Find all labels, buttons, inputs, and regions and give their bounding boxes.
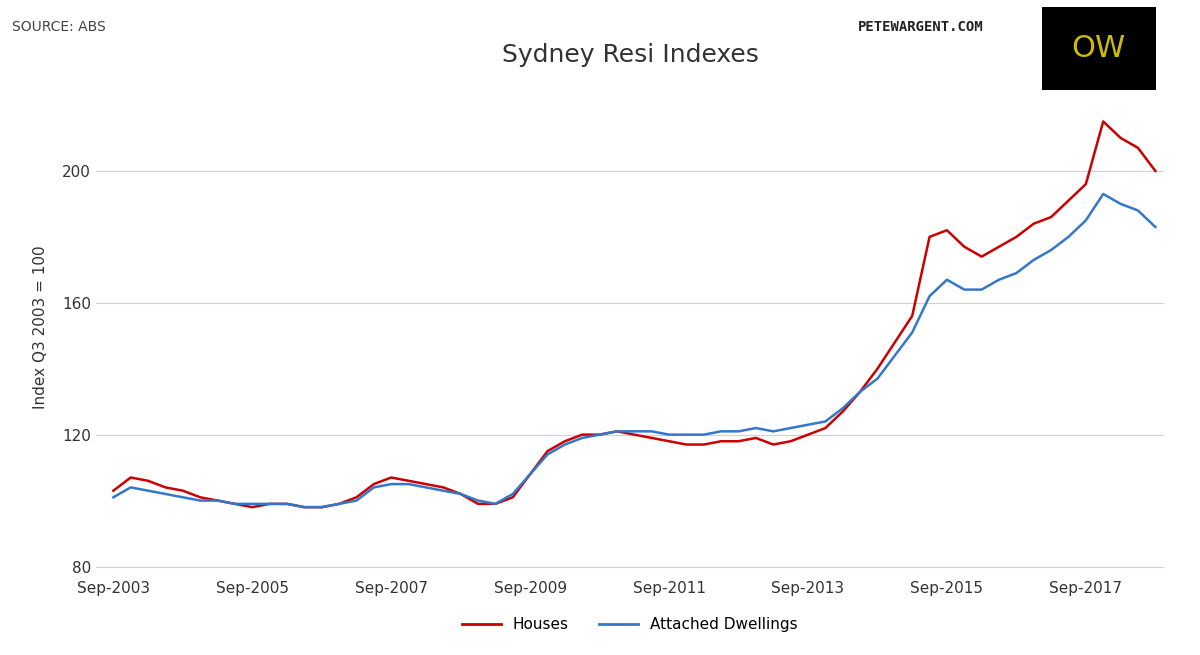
Text: PETEWARGENT.COM: PETEWARGENT.COM [858, 20, 984, 33]
Text: SOURCE: ABS: SOURCE: ABS [12, 20, 106, 33]
Y-axis label: Index Q3 2003 = 100: Index Q3 2003 = 100 [34, 246, 48, 409]
Title: Sydney Resi Indexes: Sydney Resi Indexes [502, 43, 758, 67]
Text: ΟW: ΟW [1072, 34, 1126, 63]
Legend: Houses, Attached Dwellings: Houses, Attached Dwellings [456, 611, 804, 639]
